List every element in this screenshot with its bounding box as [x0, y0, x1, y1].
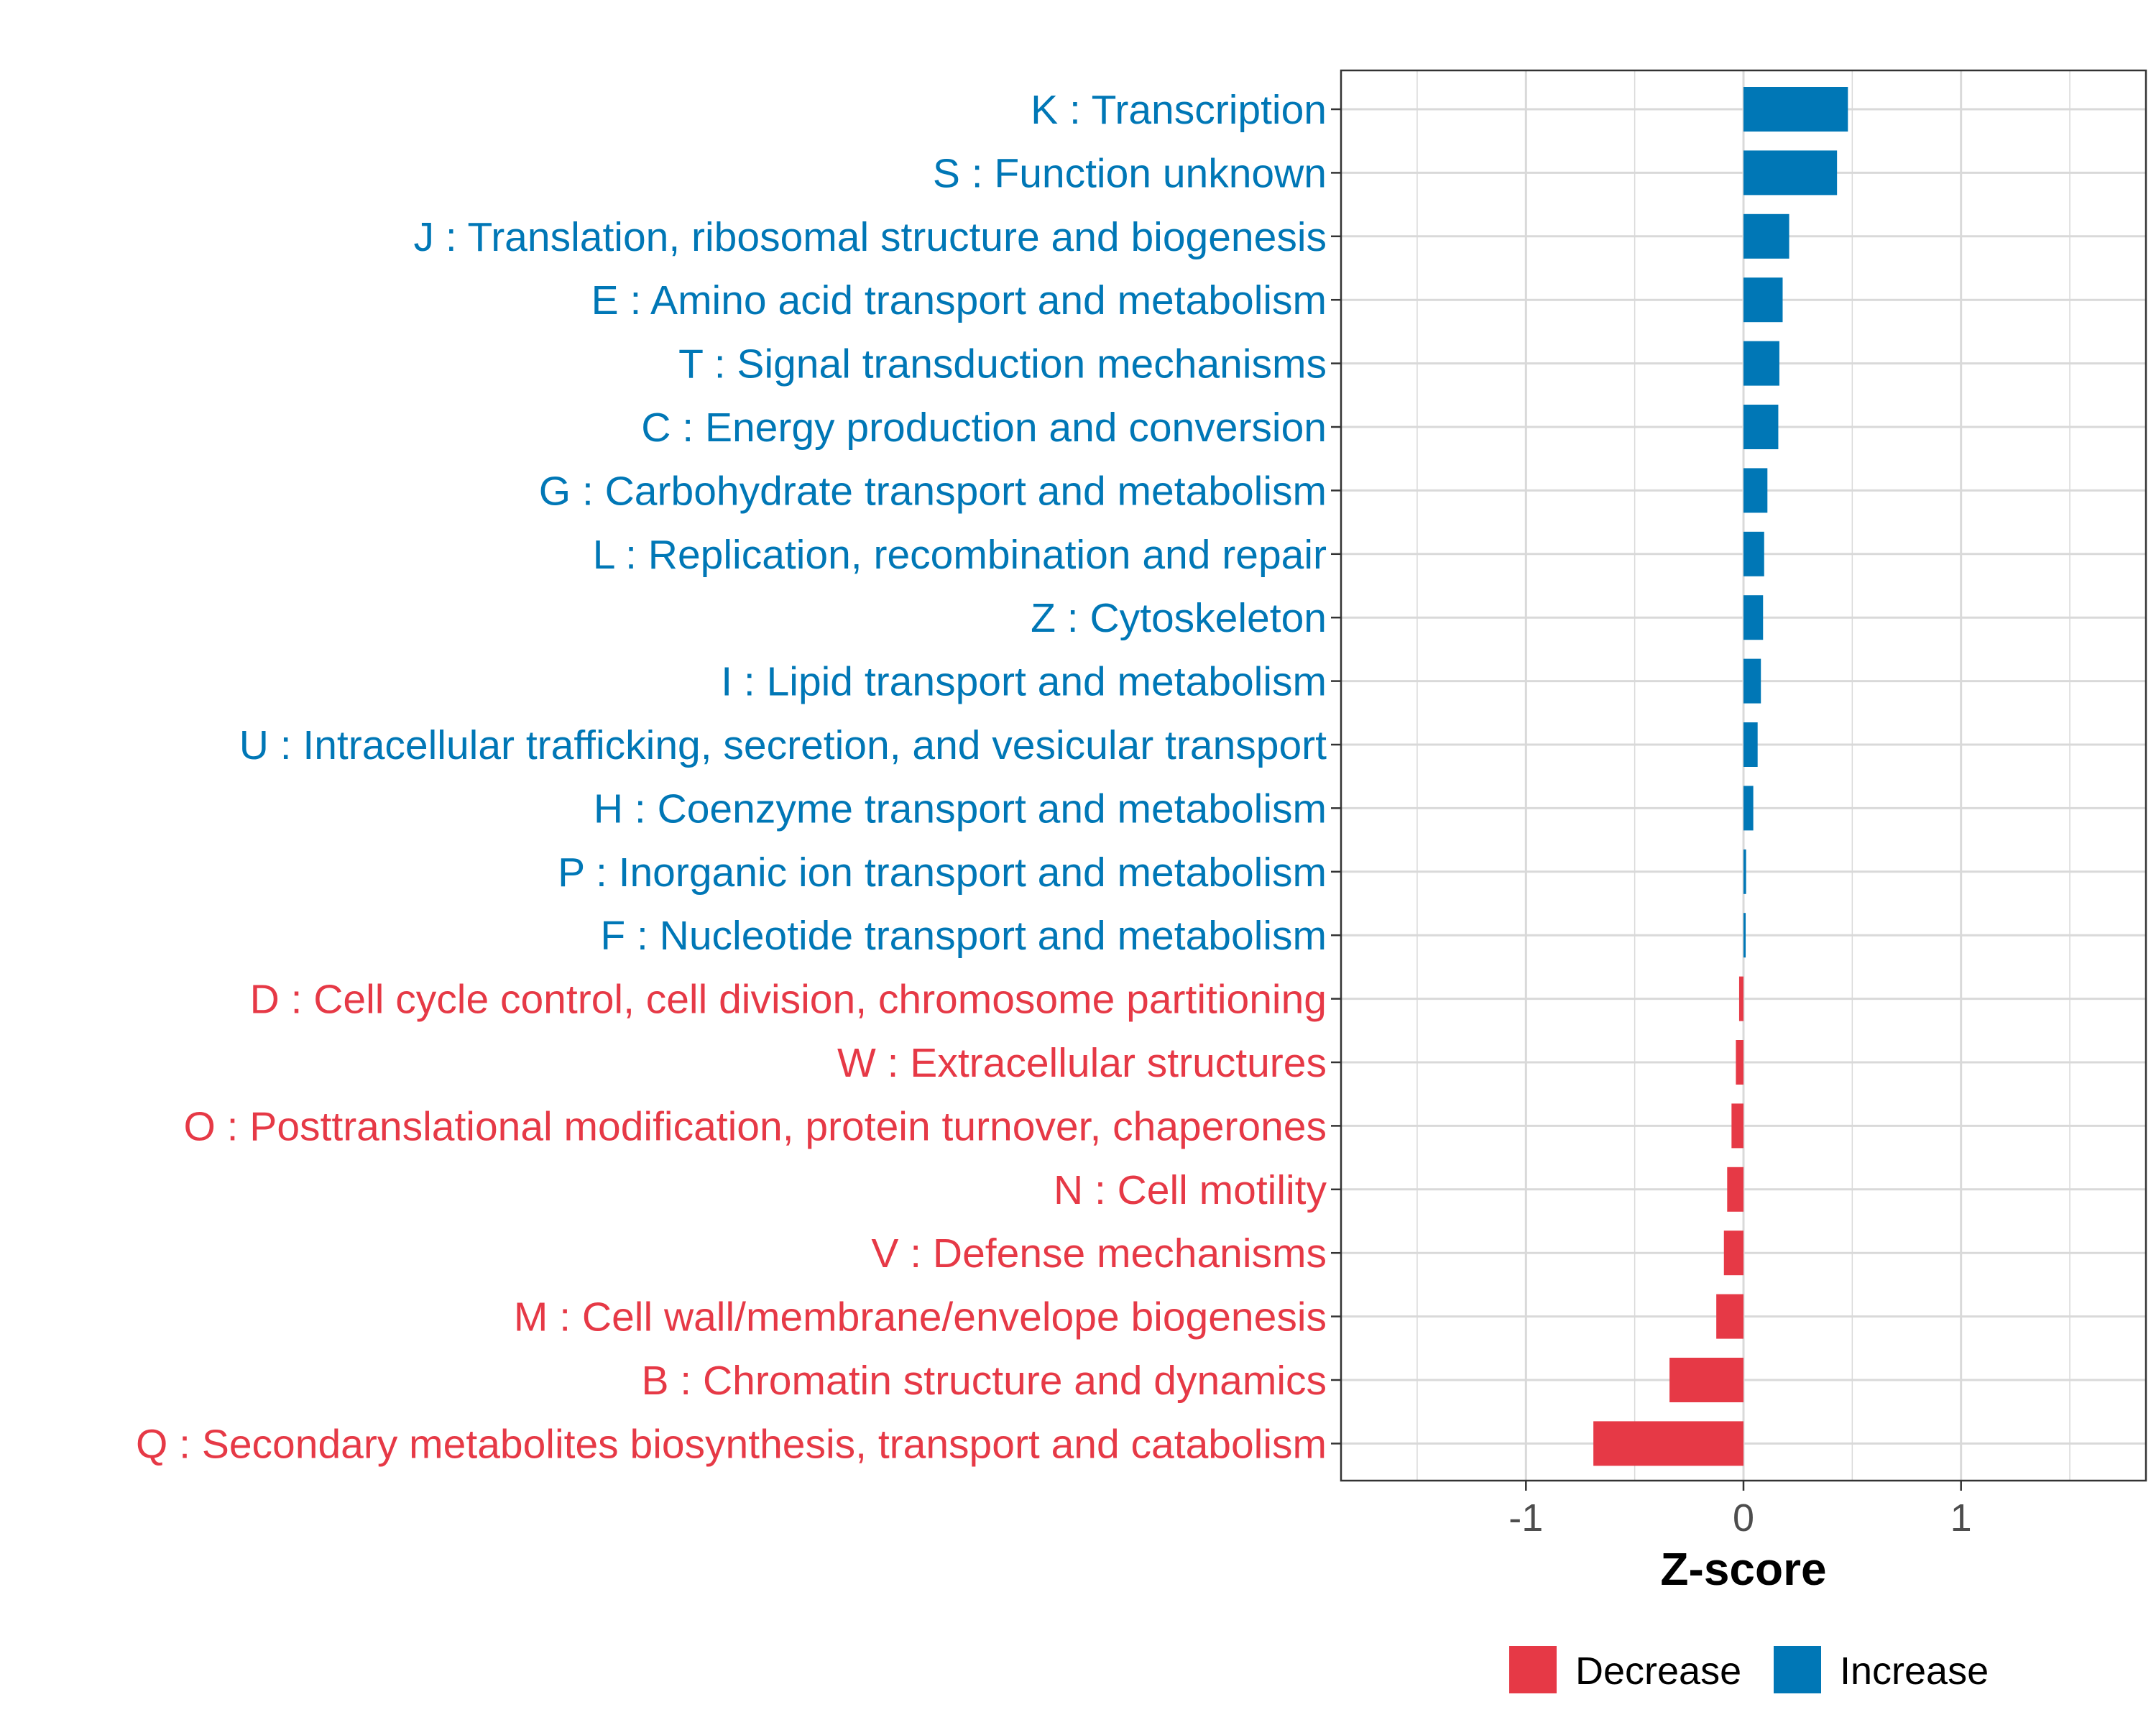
category-label: C : Energy production and conversion [641, 405, 1327, 451]
category-label: N : Cell motility [1054, 1167, 1327, 1213]
category-label: L : Replication, recombination and repai… [593, 532, 1327, 578]
bar-layer [1593, 87, 1848, 1466]
bar-m [1716, 1294, 1743, 1339]
legend-label-decrease: Decrease [1575, 1650, 1741, 1693]
bar-q [1593, 1421, 1743, 1466]
bar-i [1743, 658, 1761, 704]
bar-p [1743, 849, 1746, 894]
category-label: P : Inorganic ion transport and metaboli… [558, 850, 1327, 896]
bar-w [1736, 1040, 1743, 1085]
category-label: U : Intracellular trafficking, secretion… [239, 722, 1327, 768]
bar-u [1743, 722, 1758, 767]
bar-n [1727, 1167, 1743, 1212]
category-label: Z : Cytoskeleton [1031, 595, 1327, 641]
bar-d [1738, 976, 1743, 1021]
legend-swatch-decrease [1509, 1646, 1557, 1693]
category-label: O : Posttranslational modification, prot… [183, 1103, 1327, 1149]
category-label: G : Carbohydrate transport and metabolis… [539, 468, 1327, 514]
category-label: W : Extracellular structures [837, 1040, 1327, 1086]
x-tick-label: -1 [1508, 1496, 1543, 1540]
bar-l [1743, 531, 1764, 576]
category-label: V : Defense mechanisms [871, 1230, 1327, 1276]
category-label: I : Lipid transport and metabolism [721, 659, 1327, 705]
category-label: D : Cell cycle control, cell division, c… [250, 977, 1327, 1023]
category-label: S : Function unknown [933, 150, 1327, 196]
category-label: H : Coenzyme transport and metabolism [594, 786, 1327, 832]
bar-e [1743, 277, 1783, 323]
x-tick-label: 0 [1733, 1496, 1754, 1540]
bar-v [1723, 1230, 1743, 1276]
tick-layer: -1 0 1 [1331, 108, 1972, 1540]
bar-o [1731, 1103, 1743, 1149]
category-label: T : Signal transduction mechanisms [678, 341, 1327, 387]
legend: Decrease Increase [1509, 1646, 1989, 1693]
category-label: J : Translation, ribosomal structure and… [414, 214, 1327, 260]
x-tick-label: 1 [1950, 1496, 1972, 1540]
bar-s [1743, 150, 1838, 196]
bar-j [1743, 213, 1789, 259]
bar-h [1743, 786, 1754, 831]
bar-b [1669, 1358, 1743, 1402]
legend-swatch-increase [1774, 1646, 1821, 1693]
bar-z [1743, 595, 1764, 640]
x-axis-title: Z-score [1660, 1543, 1826, 1595]
category-label: F : Nucleotide transport and metabolism [600, 913, 1327, 959]
category-label: E : Amino acid transport and metabolism [591, 277, 1327, 323]
bar-f [1743, 913, 1746, 958]
legend-label-increase: Increase [1840, 1650, 1989, 1693]
category-label: B : Chromatin structure and dynamics [641, 1358, 1327, 1404]
category-label-layer: K : Transcription S : Function unknown J :… [136, 87, 1327, 1467]
bar-g [1743, 468, 1768, 513]
category-label: M : Cell wall/membrane/envelope biogenes… [514, 1294, 1327, 1340]
category-label: K : Transcription [1031, 87, 1327, 133]
bar-c [1743, 405, 1779, 449]
bar-k [1743, 87, 1848, 132]
category-label: Q : Secondary metabolites biosynthesis, … [136, 1421, 1327, 1467]
bar-t [1743, 341, 1779, 386]
